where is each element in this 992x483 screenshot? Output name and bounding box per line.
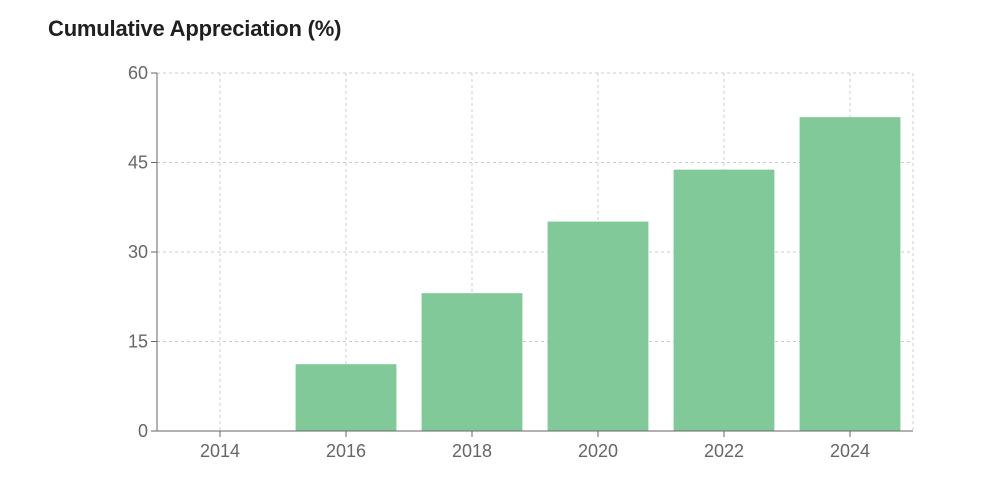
axes	[151, 72, 913, 437]
x-tick-label: 2024	[830, 441, 870, 461]
x-tick-label: 2022	[704, 441, 744, 461]
bars	[295, 117, 901, 432]
bar-2018[interactable]	[421, 293, 523, 431]
x-tick-label: 2016	[326, 441, 366, 461]
x-tick-labels: 2014 2016 2018 2020 2022 2024	[200, 441, 870, 461]
bar-2024[interactable]	[799, 117, 901, 432]
x-tick-label: 2014	[200, 441, 240, 461]
y-tick-label: 45	[128, 153, 148, 173]
y-tick-label: 0	[138, 421, 148, 441]
y-tick-label: 30	[128, 242, 148, 262]
x-tick-label: 2018	[452, 441, 492, 461]
y-tick-label: 60	[128, 63, 148, 83]
x-tick-label: 2020	[578, 441, 618, 461]
y-tick-labels: 0 15 30 45 60	[128, 63, 148, 441]
grid-lines	[157, 72, 914, 431]
bar-2016[interactable]	[295, 364, 397, 431]
chart-title: Cumulative Appreciation (%)	[48, 16, 342, 41]
bar-2022[interactable]	[673, 169, 775, 431]
y-tick-label: 15	[128, 332, 148, 352]
bar-2020[interactable]	[547, 221, 649, 431]
